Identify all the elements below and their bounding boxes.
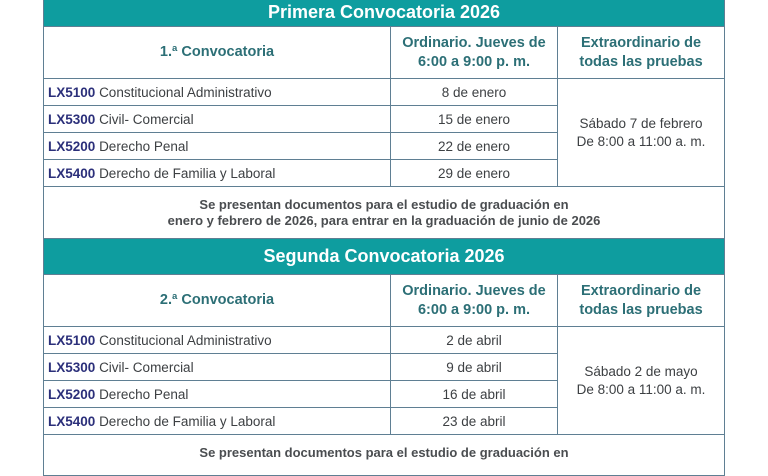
table-row: LX5300 Civil- Comercial 9 de abril [43,353,725,381]
ordinario-date: 15 de enero [390,105,558,133]
subject-cell: LX5200 Derecho Penal [43,380,391,408]
section-1-banner-row: Primera Convocatoria 2026 [42,0,726,27]
subject-cell: LX5100 Constitucional Administrativo [43,326,391,354]
note-line2: enero y febrero de 2026, para entrar en … [167,212,601,228]
ordinario-date: 8 de enero [390,78,558,106]
course-name: Civil- Comercial [99,111,194,127]
subject-cell: LX5300 Civil- Comercial [43,105,391,133]
ordinario-header-line1: Ordinario. Jueves de [402,34,546,51]
extraordinario-header: Extraordinario de todas las pruebas [556,26,726,79]
section-title: Primera Convocatoria 2026 [42,0,726,27]
table-row: LX5200 Derecho Penal 22 de enero [43,132,725,160]
extraordinario-day: Sábado 7 de febrero [579,115,703,131]
course-code: LX5400 [48,413,96,429]
ordinario-date: 2 de abril [390,326,558,354]
course-code: LX5300 [48,359,96,375]
convocatoria-header: 2.ª Convocatoria [43,274,391,327]
note-line1: Se presentan documentos para el estudio … [199,196,569,212]
extraordinario-header-line1: Extraordinario de [580,34,702,51]
course-code: LX5400 [48,165,96,181]
extraordinario-time: De 8:00 a 11:00 a. m. [576,381,706,397]
table-row: LX5100 Constitucional Administrativo 2 d… [43,326,726,435]
table-row: LX5400 Derecho de Familia y Laboral 29 d… [43,159,725,187]
section-title: Segunda Convocatoria 2026 [42,238,726,275]
course-code: LX5100 [48,332,96,348]
ordinario-date: 22 de enero [390,132,558,160]
course-code: LX5300 [48,111,96,127]
ordinario-header-line2: 6:00 a 9:00 p. m. [417,301,531,318]
ordinario-header: Ordinario. Jueves de 6:00 a 9:00 p. m. [390,26,558,79]
convocatoria-header: 1.ª Convocatoria [43,26,391,79]
subject-cell: LX5100 Constitucional Administrativo [43,78,391,106]
course-name: Constitucional Administrativo [99,332,272,348]
graduation-note: Se presentan documentos para el estudio … [42,434,726,476]
ordinario-date: 29 de enero [390,159,558,187]
table-row: LX5100 Constitucional Administrativo 8 d… [43,78,726,187]
course-code: LX5100 [48,84,96,100]
ordinario-date: 9 de abril [390,353,558,381]
subject-cell: LX5300 Civil- Comercial [43,353,391,381]
extraordinario-header-line2: todas las pruebas [579,301,703,318]
section-2-banner-row: Segunda Convocatoria 2026 [42,238,726,275]
graduation-note: Se presentan documentos para el estudio … [42,186,726,239]
subject-cell: LX5200 Derecho Penal [43,132,391,160]
subject-cell: LX5400 Derecho de Familia y Laboral [43,407,391,435]
column-header-row: 2.ª Convocatoria Ordinario. Jueves de 6:… [43,274,726,327]
course-code: LX5200 [48,386,96,402]
note-row: Se presentan documentos para el estudio … [42,434,726,476]
ordinario-header: Ordinario. Jueves de 6:00 a 9:00 p. m. [390,274,558,327]
course-code: LX5200 [48,138,96,154]
course-name: Constitucional Administrativo [99,84,272,100]
note-row: Se presentan documentos para el estudio … [42,186,726,239]
subject-cell: LX5400 Derecho de Familia y Laboral [43,159,391,187]
column-header-row: 1.ª Convocatoria Ordinario. Jueves de 6:… [43,26,726,79]
course-name: Derecho de Familia y Laboral [99,165,276,181]
table-row: LX5200 Derecho Penal 16 de abril [43,380,725,408]
course-name: Civil- Comercial [99,359,194,375]
schedule-document: Primera Convocatoria 2026 1.ª Convocator… [42,0,726,476]
extraordinario-header: Extraordinario de todas las pruebas [556,274,726,327]
note-line1: Se presentan documentos para el estudio … [199,445,569,460]
course-name: Derecho de Familia y Laboral [99,413,276,429]
ordinario-date: 16 de abril [390,380,558,408]
ordinario-header-line2: 6:00 a 9:00 p. m. [417,53,531,70]
schedule-table: Primera Convocatoria 2026 1.ª Convocator… [42,0,726,476]
extraordinario-header-line1: Extraordinario de [580,282,702,299]
course-name: Derecho Penal [99,386,189,402]
extraordinario-date: Sábado 7 de febrero De 8:00 a 11:00 a. m… [556,78,726,187]
table-row: LX5300 Civil- Comercial 15 de enero [43,105,725,133]
extraordinario-date: Sábado 2 de mayo De 8:00 a 11:00 a. m. [556,326,726,435]
extraordinario-time: De 8:00 a 11:00 a. m. [576,133,706,149]
ordinario-header-line1: Ordinario. Jueves de [402,282,546,299]
course-name: Derecho Penal [99,138,189,154]
extraordinario-day: Sábado 2 de mayo [584,363,698,379]
extraordinario-header-line2: todas las pruebas [579,53,703,70]
ordinario-date: 23 de abril [390,407,558,435]
